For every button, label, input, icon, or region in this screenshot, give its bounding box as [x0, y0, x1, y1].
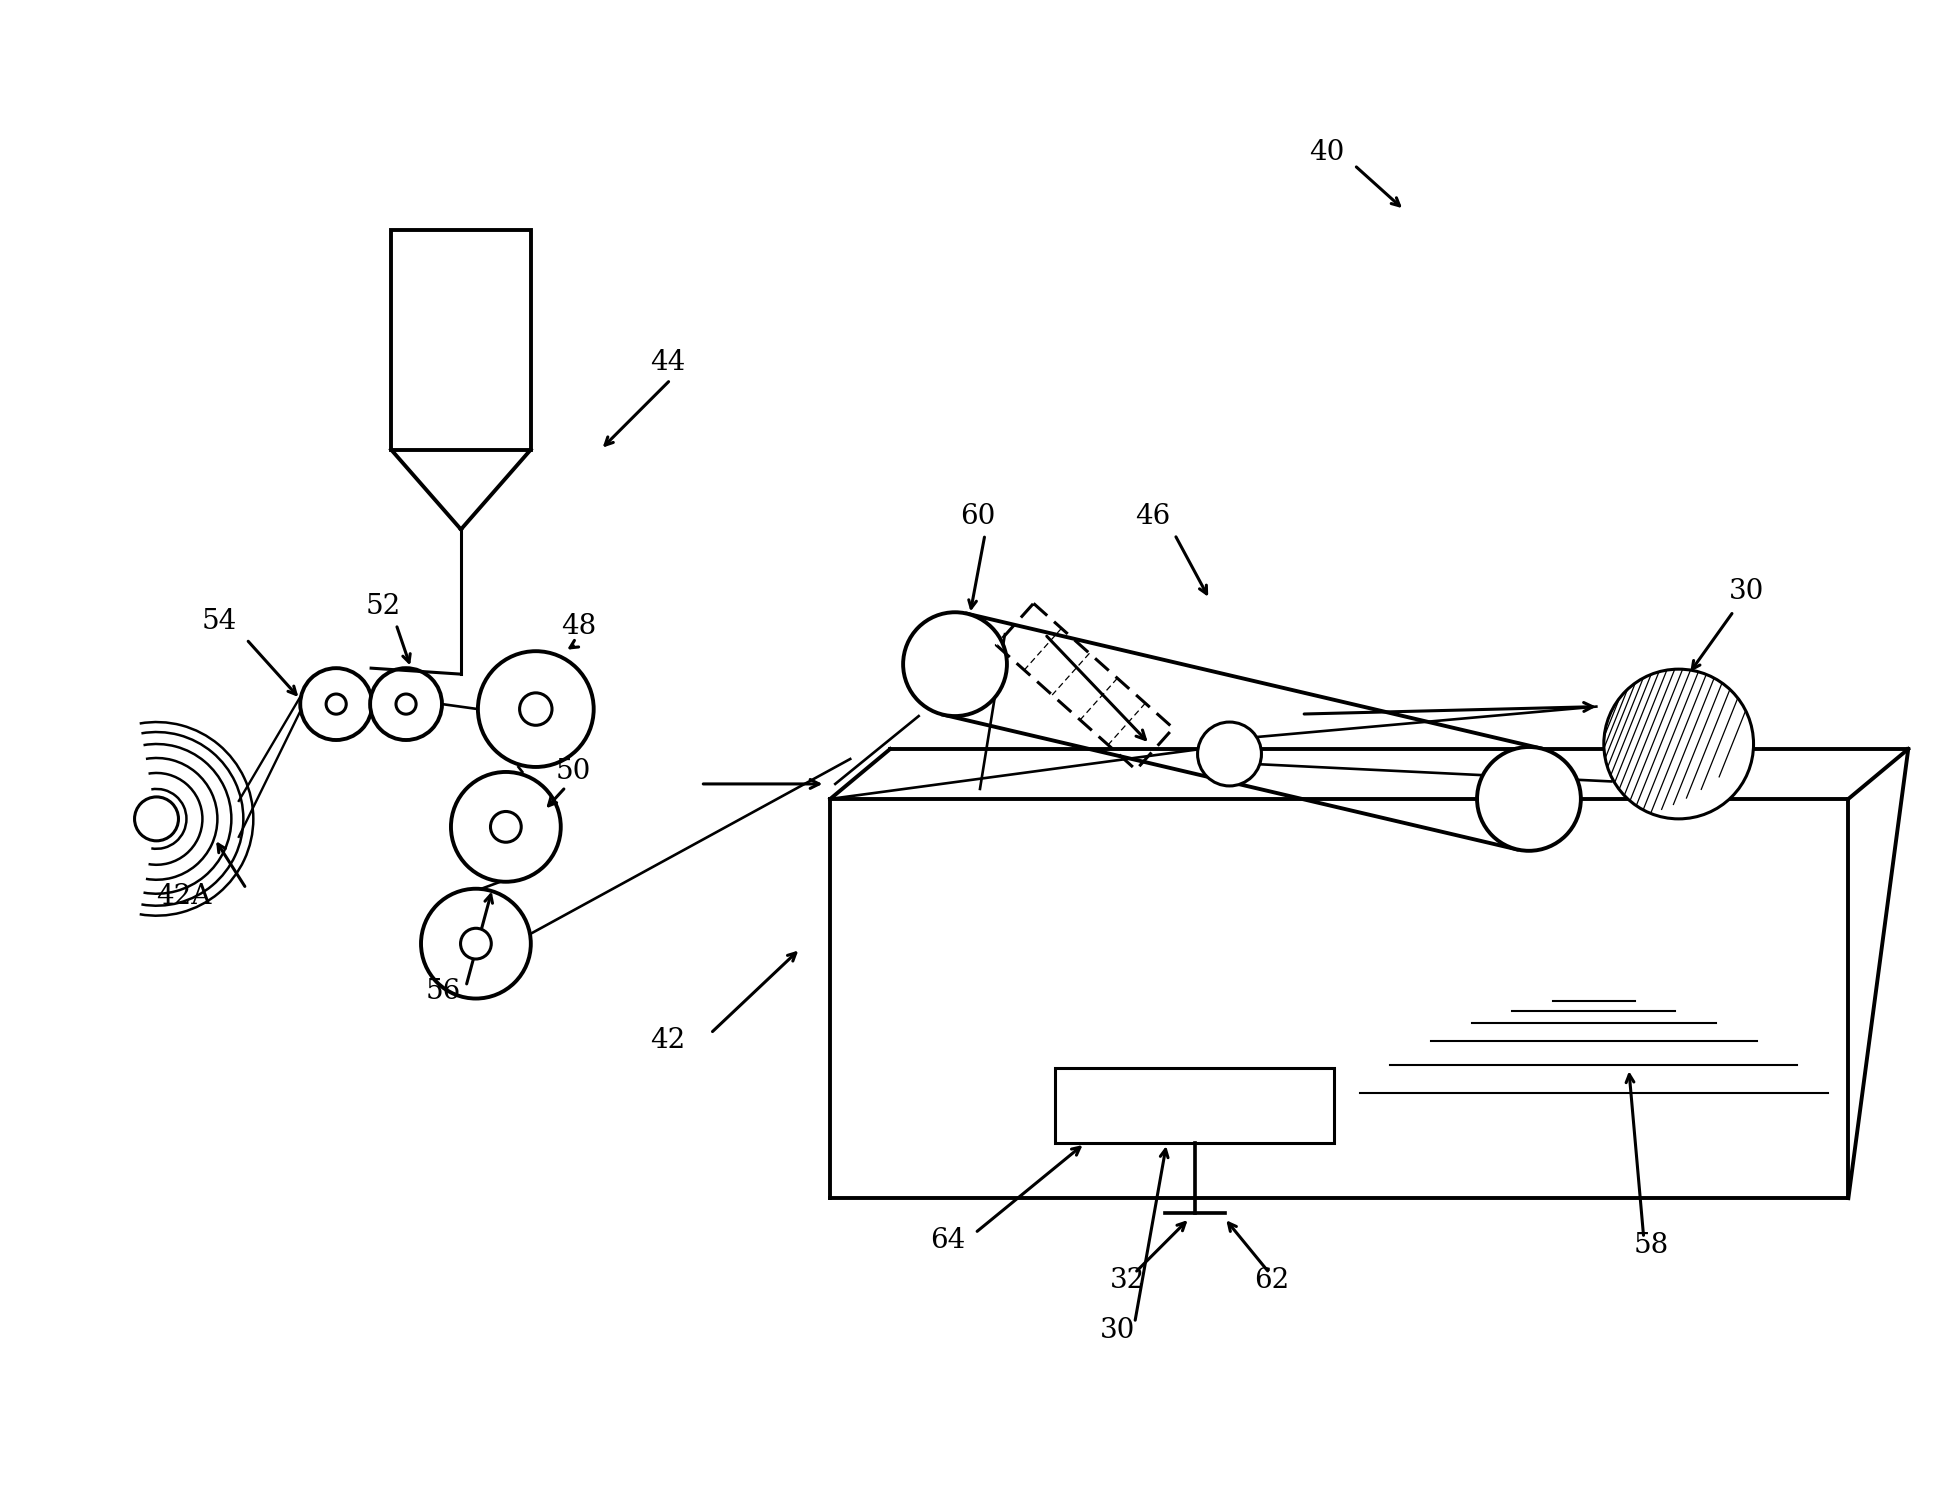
- Bar: [391, 229, 531, 450]
- Text: 56: 56: [426, 977, 461, 1004]
- Text: 62: 62: [1255, 1267, 1290, 1294]
- Circle shape: [461, 928, 492, 959]
- Circle shape: [519, 693, 552, 726]
- Circle shape: [134, 797, 178, 841]
- Text: 30: 30: [1728, 579, 1765, 606]
- Polygon shape: [1848, 750, 1908, 1198]
- Circle shape: [451, 772, 560, 881]
- Bar: [1056, 1069, 1335, 1144]
- Circle shape: [300, 669, 372, 741]
- Circle shape: [490, 811, 521, 842]
- Circle shape: [1604, 669, 1753, 818]
- Text: 42: 42: [651, 1027, 686, 1054]
- Text: 54: 54: [201, 609, 236, 636]
- Text: 58: 58: [1633, 1232, 1670, 1259]
- Circle shape: [420, 889, 531, 998]
- Text: 48: 48: [560, 613, 597, 640]
- Text: 30: 30: [1100, 1318, 1135, 1345]
- Circle shape: [395, 694, 416, 714]
- Text: 60: 60: [961, 504, 996, 531]
- Circle shape: [1197, 723, 1261, 785]
- Circle shape: [370, 669, 442, 741]
- Text: 40: 40: [1309, 139, 1344, 166]
- Text: 52: 52: [366, 594, 401, 621]
- Text: 42A: 42A: [157, 883, 211, 910]
- Circle shape: [1478, 747, 1581, 851]
- Circle shape: [478, 651, 595, 767]
- Text: 32: 32: [1110, 1267, 1145, 1294]
- Text: 64: 64: [930, 1228, 965, 1255]
- Text: 50: 50: [556, 758, 591, 785]
- Circle shape: [325, 694, 347, 714]
- Text: 46: 46: [1135, 504, 1170, 531]
- Text: 44: 44: [651, 349, 686, 376]
- Circle shape: [903, 612, 1007, 717]
